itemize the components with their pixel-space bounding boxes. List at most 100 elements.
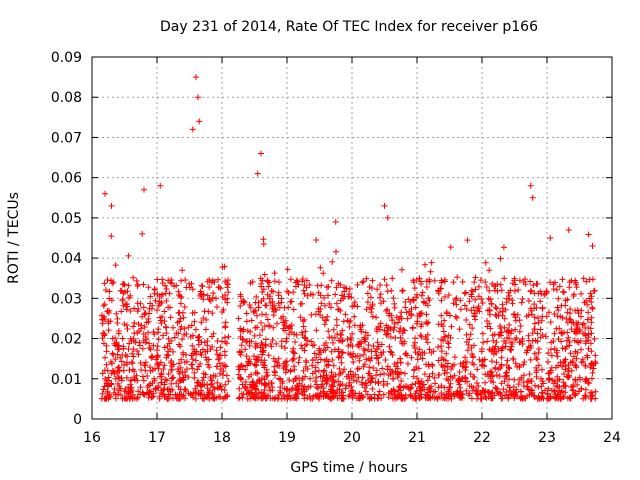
roti-point — [564, 309, 571, 316]
roti-point — [192, 326, 199, 333]
roti-point — [553, 286, 560, 293]
roti-point — [502, 306, 509, 313]
roti-point — [261, 386, 268, 393]
roti-point — [323, 372, 330, 379]
roti-point — [383, 282, 390, 289]
roti-point — [165, 371, 172, 378]
roti-point — [254, 170, 261, 177]
roti-point — [257, 275, 264, 282]
roti-point — [374, 339, 381, 346]
roti-point — [223, 372, 230, 379]
roti-point — [377, 320, 384, 327]
roti-point — [445, 291, 452, 298]
roti-point — [375, 360, 382, 367]
roti-point — [185, 324, 192, 331]
roti-point — [563, 315, 570, 322]
roti-point — [373, 314, 380, 321]
roti-point — [263, 311, 270, 318]
roti-point — [215, 355, 222, 362]
roti-point — [472, 274, 479, 281]
roti-point — [566, 279, 573, 286]
roti-point — [141, 186, 147, 193]
roti-point — [376, 388, 383, 395]
roti-point — [245, 373, 252, 380]
roti-point — [482, 278, 489, 285]
roti-point — [450, 279, 457, 286]
roti-point — [123, 359, 130, 366]
roti-point — [489, 280, 496, 287]
roti-point — [493, 339, 500, 346]
roti-point — [556, 325, 563, 332]
roti-point — [199, 283, 206, 290]
roti-point — [191, 374, 198, 381]
roti-point — [420, 298, 427, 305]
roti-point — [321, 342, 328, 349]
roti-point — [553, 347, 560, 354]
roti-point — [127, 335, 134, 342]
roti-point — [140, 281, 147, 288]
roti-point — [440, 328, 447, 335]
roti-point — [154, 307, 161, 314]
roti-point — [137, 300, 144, 307]
roti-point — [99, 335, 106, 342]
roti-point — [557, 359, 564, 366]
roti-point — [340, 318, 347, 325]
roti-point — [312, 368, 319, 375]
roti-point — [466, 321, 473, 328]
roti-point — [444, 339, 451, 346]
roti-point — [497, 325, 504, 332]
roti-point — [269, 336, 276, 343]
roti-point — [150, 342, 157, 349]
roti-point — [447, 380, 454, 387]
roti-point — [322, 346, 329, 353]
roti-point — [154, 352, 161, 359]
roti-point — [555, 395, 562, 402]
roti-point — [494, 288, 501, 295]
roti-point — [390, 326, 397, 333]
roti-point — [470, 304, 477, 311]
roti-point — [270, 308, 277, 315]
roti-point — [511, 277, 518, 284]
roti-point — [147, 293, 154, 300]
roti-point — [565, 334, 572, 341]
roti-point — [428, 259, 435, 266]
roti-point — [244, 395, 251, 402]
roti-point — [533, 369, 540, 376]
roti-point — [259, 359, 266, 366]
roti-point — [349, 387, 356, 394]
roti-point — [586, 295, 593, 302]
roti-point — [352, 371, 359, 378]
roti-point — [161, 318, 168, 325]
roti-point — [453, 295, 460, 302]
roti-point — [330, 383, 337, 390]
roti-point — [296, 354, 303, 361]
roti-point — [350, 377, 357, 384]
x-tick-label: 19 — [278, 430, 296, 446]
roti-point — [380, 391, 387, 398]
roti-point — [391, 388, 398, 395]
roti-point — [319, 381, 326, 388]
roti-point — [328, 348, 335, 355]
roti-point — [271, 278, 278, 285]
roti-point — [545, 385, 552, 392]
roti-point — [163, 286, 170, 293]
roti-point — [275, 279, 282, 286]
roti-point — [220, 362, 227, 369]
roti-point — [155, 326, 162, 333]
roti-point — [559, 330, 566, 337]
roti-point — [165, 335, 172, 342]
roti-point — [424, 331, 431, 338]
roti-point — [389, 395, 396, 402]
roti-point — [157, 359, 164, 366]
roti-point — [525, 337, 532, 344]
roti-point — [260, 236, 267, 243]
roti-point — [135, 388, 142, 395]
roti-point — [490, 337, 497, 344]
roti-point — [252, 362, 259, 369]
roti-point — [109, 360, 116, 367]
roti-point — [207, 346, 214, 353]
roti-point — [221, 387, 228, 394]
roti-point — [264, 372, 271, 379]
roti-point — [431, 277, 438, 284]
roti-point — [554, 373, 561, 380]
